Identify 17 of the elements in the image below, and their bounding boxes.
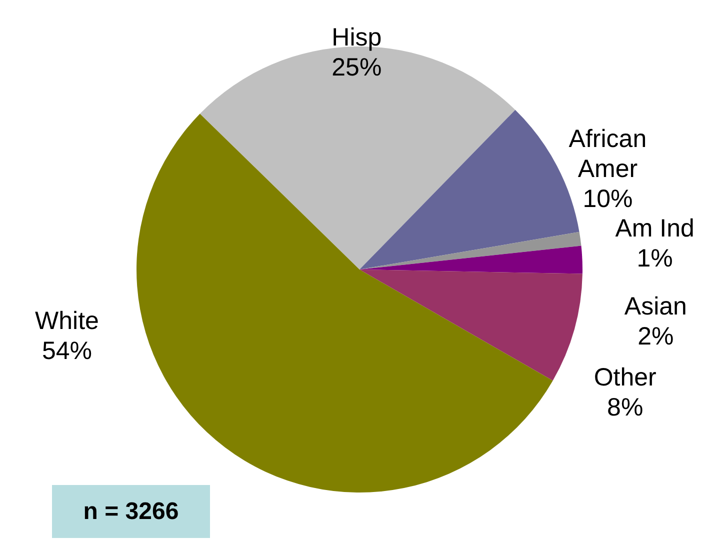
data-label: 2%	[638, 322, 674, 350]
pie-slice	[360, 232, 582, 270]
slice-label: Am Ind	[615, 214, 694, 243]
data-label: 25%	[332, 54, 382, 82]
text: n = 3266	[52, 485, 210, 538]
data-label: 10%	[582, 185, 633, 214]
slice-label: White	[35, 307, 99, 336]
data-label: 54%	[42, 337, 92, 366]
pie-slice	[360, 246, 582, 274]
pie-slice	[360, 270, 582, 381]
slice-label: Hisp	[332, 24, 382, 52]
slice-label: African Amer	[568, 125, 647, 184]
data-label: 1%	[636, 244, 673, 273]
pie-slice	[136, 114, 553, 492]
slice-label: Other	[594, 363, 656, 392]
slice-label: Asian	[624, 292, 687, 320]
data-label: 8%	[607, 393, 644, 422]
